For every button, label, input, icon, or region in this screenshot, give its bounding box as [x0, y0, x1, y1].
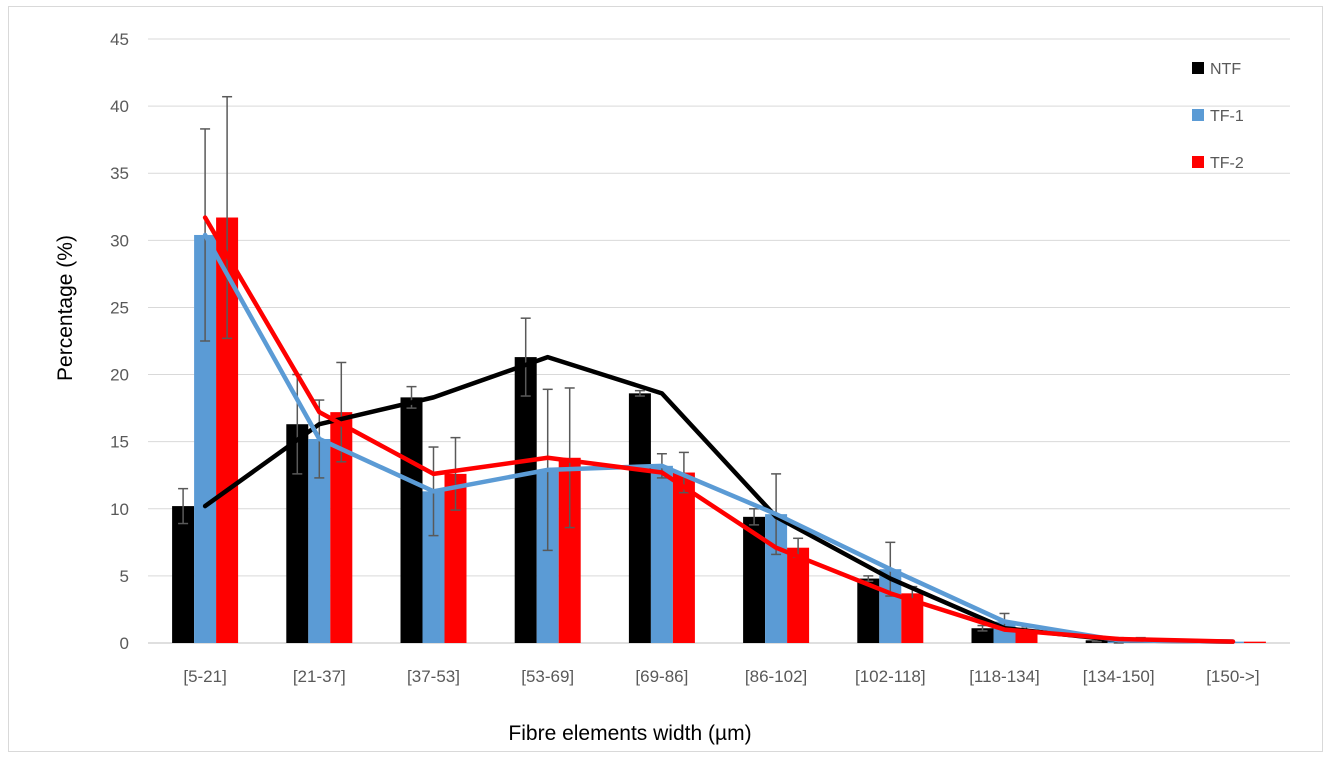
legend-swatch — [1192, 156, 1204, 168]
x-tick-label: [69-86] — [635, 667, 688, 686]
y-tick-label: 20 — [110, 366, 129, 385]
legend-label: NTF — [1210, 61, 1241, 78]
bar-tf-1 — [194, 234, 217, 643]
bar-ntf — [286, 424, 309, 643]
x-tick-label: [118-134] — [969, 667, 1040, 686]
legend-swatch — [1192, 109, 1204, 121]
bar-tf-2 — [330, 412, 353, 643]
x-tick-label: [150->] — [1206, 667, 1259, 686]
bar-ntf — [857, 578, 880, 643]
y-tick-label: 25 — [110, 298, 129, 317]
bar-ntf — [971, 628, 994, 643]
y-tick-label: 0 — [120, 634, 129, 653]
x-tick-label: [53-69] — [521, 667, 574, 686]
bar-tf-2 — [216, 217, 239, 643]
trend-line-ntf — [202, 354, 1236, 644]
bar-tf-1 — [308, 438, 331, 643]
x-tick-label: [21-37] — [293, 667, 346, 686]
bar-tf-1 — [536, 469, 559, 643]
x-tick-label: [5-21] — [183, 667, 226, 686]
bar-tf-1 — [879, 569, 902, 643]
y-tick-label: 15 — [110, 433, 129, 452]
y-tick-labels: 0 5 10 15 20 25 30 35 40 45 — [110, 30, 129, 653]
legend: NTF TF-1 TF-2 — [1192, 61, 1244, 172]
y-tick-label: 10 — [110, 500, 129, 519]
y-tick-label: 45 — [110, 30, 129, 49]
trend-line-tf-2 — [202, 215, 1236, 644]
bar-tf-1 — [650, 465, 673, 643]
bar-tf-2 — [1243, 641, 1266, 643]
y-tick-label: 40 — [110, 97, 129, 116]
legend-label: TF-2 — [1210, 155, 1244, 172]
x-tick-label: [102-118] — [855, 667, 926, 686]
x-tick-label: [37-53] — [407, 667, 460, 686]
bar-ntf — [743, 516, 766, 643]
y-tick-label: 35 — [110, 164, 129, 183]
y-axis-title: Percentage (%) — [54, 235, 77, 381]
bar-group — [172, 217, 1266, 643]
y-tick-label: 30 — [110, 231, 129, 250]
x-tick-label: [134-150] — [1083, 667, 1155, 686]
bar-tf-2 — [787, 547, 810, 643]
bar-ntf — [514, 357, 537, 643]
bar-tf-2 — [558, 457, 581, 643]
legend-label: TF-1 — [1210, 108, 1244, 125]
bar-tf-2 — [901, 593, 924, 643]
legend-swatch — [1192, 62, 1204, 74]
x-axis-title: Fibre elements width (µm) — [508, 722, 751, 745]
x-tick-label: [86-102] — [745, 667, 807, 686]
trend-lines — [202, 215, 1236, 644]
bar-ntf — [172, 506, 195, 643]
y-tick-label: 5 — [120, 567, 129, 586]
bar-tf-1 — [422, 491, 445, 643]
bar-ntf — [628, 393, 651, 643]
bar-tf-2 — [444, 473, 467, 643]
bar-tf-2 — [672, 472, 695, 643]
x-tick-labels: [5-21] [21-37] [37-53] [53-69] [69-86] [86-10… — [183, 667, 1259, 686]
bar-ntf — [400, 397, 423, 643]
trend-line-tf-1 — [202, 232, 1236, 644]
